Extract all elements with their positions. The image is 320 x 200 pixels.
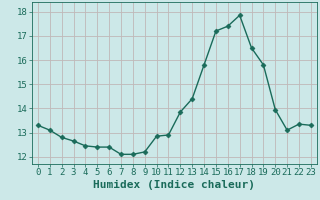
X-axis label: Humidex (Indice chaleur): Humidex (Indice chaleur) xyxy=(93,180,255,190)
